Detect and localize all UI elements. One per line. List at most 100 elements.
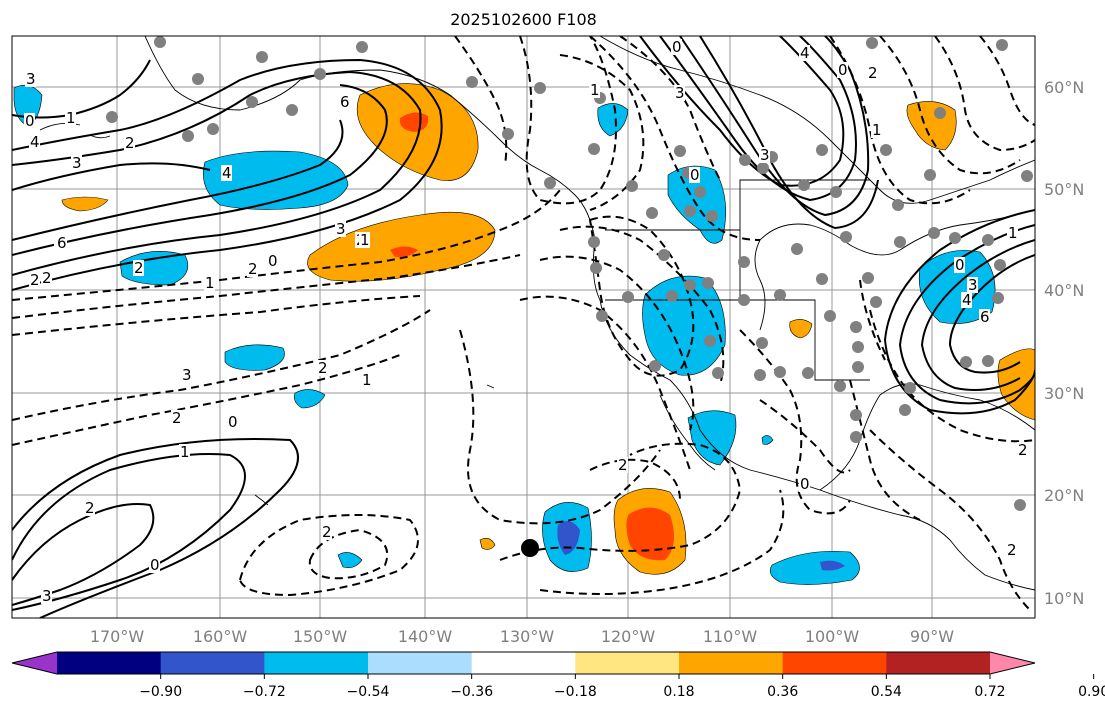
contour-label-bg — [1017, 442, 1028, 458]
lon-tick: 120°W — [601, 627, 656, 646]
contour-label-bg — [799, 476, 810, 492]
contour-label-bg — [25, 71, 36, 87]
contour-label-bg — [361, 372, 372, 388]
contour-label: 0 — [800, 475, 810, 493]
contour-label: 2 — [1018, 441, 1028, 459]
latitude-ticks: 60°N 50°N 40°N 30°N 20°N 10°N — [1044, 78, 1084, 608]
contour-label-bg — [247, 261, 258, 277]
contour-label: 3 — [42, 587, 52, 605]
colorbar-label: 0.54 — [871, 684, 902, 700]
colorbar-segment — [886, 652, 991, 674]
contour-label: 3 — [182, 366, 192, 384]
contour-label-bg — [56, 235, 67, 251]
contour-label-bg — [689, 167, 700, 183]
chart-title: 2025102600 F108 — [450, 10, 597, 29]
contour-label-bg — [671, 39, 682, 55]
colorbar-outline — [11, 651, 1036, 675]
contour-label: 2 — [318, 359, 328, 377]
colorbar-label: 0.18 — [663, 684, 694, 700]
blue-blob-bc — [597, 103, 629, 137]
blue-blob-tropic-east — [769, 550, 860, 585]
contour-label: 3 — [336, 220, 346, 238]
map-border — [11, 35, 1036, 619]
colorbar-label: 0.90 — [1078, 684, 1105, 700]
colorbar-label: −0.54 — [347, 684, 390, 700]
contour-label-bg — [335, 221, 346, 237]
contour-label: 6 — [340, 93, 350, 111]
contour-label: 2 — [618, 456, 628, 474]
lon-tick: 160°W — [193, 627, 248, 646]
contour-label: 2 — [248, 260, 258, 278]
blue-blob-mexico — [687, 410, 737, 466]
station-dots — [106, 36, 1033, 511]
contour-label: 1 — [1008, 224, 1018, 242]
contour-label-bg — [179, 444, 190, 460]
contour-label-bg — [24, 113, 35, 129]
contour-label: 2 — [1007, 541, 1017, 559]
blue-blob-small-1 — [294, 389, 326, 409]
lon-tick: 100°W — [805, 627, 860, 646]
contour-label: 6 — [57, 234, 67, 252]
lat-tick: 40°N — [1044, 281, 1084, 300]
contour-label: 2 — [42, 269, 52, 287]
contour-label: 3 — [675, 84, 685, 102]
purple-core-east — [820, 560, 845, 571]
contour-label-bg — [321, 524, 332, 540]
colorbar-segment — [575, 652, 680, 674]
contour-label-bg — [71, 155, 82, 171]
red-core-pacific — [390, 246, 418, 258]
map-background — [12, 36, 1035, 618]
contour-label-bg — [227, 414, 238, 430]
lon-tick: 170°W — [90, 627, 145, 646]
contour-label: 0 — [690, 166, 700, 184]
blue-blob-southwest — [642, 275, 726, 376]
contour-label: 1 — [360, 231, 370, 249]
contour-label-bg — [124, 135, 135, 151]
contour-label: 0 — [955, 256, 965, 274]
contour-label: 4 — [30, 133, 40, 151]
contour-label: 0 — [228, 413, 238, 431]
contour-label-bg — [954, 257, 965, 273]
contour-label-bg — [339, 94, 350, 110]
contour-label-bg — [799, 45, 810, 61]
contour-labels: 6 4 3 2 1 0 1 2 3 0 2 1 2 2 6 3 1 0 2 2 … — [24, 38, 1028, 605]
lat-tick: 30°N — [1044, 384, 1084, 403]
colorbar-segment — [57, 652, 162, 674]
contour-label-bg — [871, 122, 882, 138]
contour-label: 2 — [172, 409, 182, 427]
contour-label: 4 — [800, 44, 810, 62]
contour-label-bg — [133, 260, 144, 276]
contour-label: 1 — [872, 121, 882, 139]
contour-label: 6 — [980, 308, 990, 326]
contour-label: 0 — [672, 38, 682, 56]
contour-label: 0 — [838, 61, 848, 79]
contour-label-bg — [41, 588, 52, 604]
contour-label-bg — [1007, 225, 1018, 241]
contour-label: 2 — [868, 64, 878, 82]
colorbar-segment — [471, 652, 576, 674]
blue-blob-small-2 — [337, 552, 363, 568]
contour-label: 3 — [968, 276, 978, 294]
contour-label: 2 — [125, 134, 135, 152]
lon-tick: 110°W — [703, 627, 758, 646]
contour-label-bg — [317, 360, 328, 376]
colorbar-segment — [782, 652, 887, 674]
storm-center-marker — [521, 539, 539, 557]
contour-label: 0 — [150, 556, 160, 574]
colorbar-label: 0.72 — [974, 684, 1005, 700]
longitude-ticks: 170°W 160°W 150°W 140°W 130°W 120°W 110°… — [90, 627, 954, 646]
contour-label: 1 — [180, 443, 190, 461]
contour-label-bg — [221, 165, 232, 181]
orange-blob-small-mid — [789, 319, 813, 339]
contour-label: 1 — [590, 81, 600, 99]
lon-tick: 140°W — [398, 627, 453, 646]
contour-label-bg — [867, 65, 878, 81]
lon-tick: 130°W — [500, 627, 555, 646]
blue-blob-tiny — [761, 435, 774, 445]
contour-label-bg — [1006, 542, 1017, 558]
contour-label-bg — [979, 309, 990, 325]
contour-label-bg — [149, 557, 160, 573]
contour-label-bg — [181, 367, 192, 383]
contour-label: 0 — [25, 112, 35, 130]
